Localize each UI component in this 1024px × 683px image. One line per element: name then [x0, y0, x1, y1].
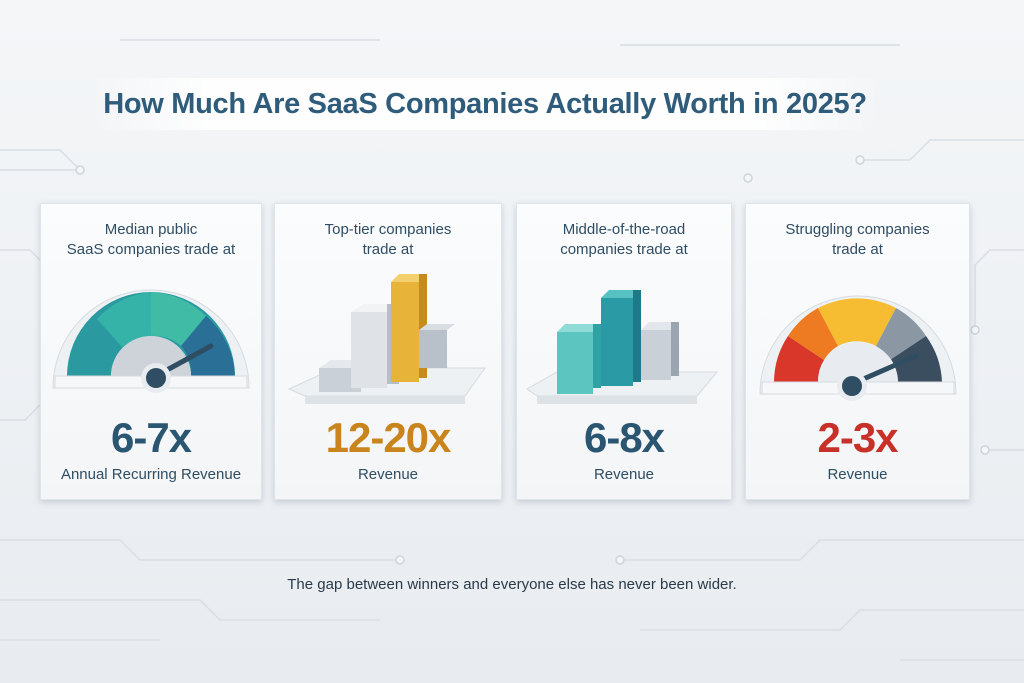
heading-line-1: Struggling companies [785, 221, 930, 238]
heading-line-2: trade at [362, 241, 414, 258]
heading-line-1: Median public [104, 221, 198, 238]
page-title: How Much Are SaaS Companies Actually Wor… [103, 88, 867, 120]
heading-line-1: Middle-of-the-road [562, 221, 686, 238]
title-banner [90, 78, 880, 130]
bar-chart-icon [287, 274, 486, 404]
card-heading: Median public SaaS companies trade at [41, 220, 261, 260]
heading-line-1: Top-tier companies [324, 221, 452, 238]
gauge-icon [759, 295, 957, 401]
multiple-unit: Revenue [827, 466, 888, 483]
multiple-unit: Revenue [593, 466, 655, 483]
card-heading: Middle-of-the-road companies trade at [517, 220, 731, 260]
gauge-icon [52, 289, 250, 393]
card-heading: Struggling companies trade at [746, 220, 969, 260]
heading-line-2: trade at [832, 241, 883, 258]
multiple-value: 6-7x [110, 414, 192, 461]
heading-line-2: companies trade at [560, 241, 688, 258]
card-heading: Top-tier companies trade at [275, 220, 501, 260]
multiple-value: 12-20x [325, 414, 452, 461]
card-struggling: Struggling companies trade at 2-3x Reven… [745, 203, 970, 500]
card-middle-of-the-road: Middle-of-the-road companies trade at 6-… [516, 203, 732, 500]
multiple-unit: Revenue [357, 466, 419, 483]
bar-chart-icon [526, 290, 719, 404]
card-top-tier: Top-tier companies trade at 12-20x Reven… [274, 203, 502, 500]
multiple-value: 2-3x [817, 414, 898, 461]
heading-line-2: SaaS companies trade at [66, 241, 236, 258]
multiple-value: 6-8x [583, 414, 665, 461]
multiple-unit: Annual Recurring Revenue [60, 466, 242, 483]
card-median-public: Median public SaaS companies trade at 6-… [40, 203, 262, 500]
footer-caption: The gap between winners and everyone els… [287, 576, 737, 593]
